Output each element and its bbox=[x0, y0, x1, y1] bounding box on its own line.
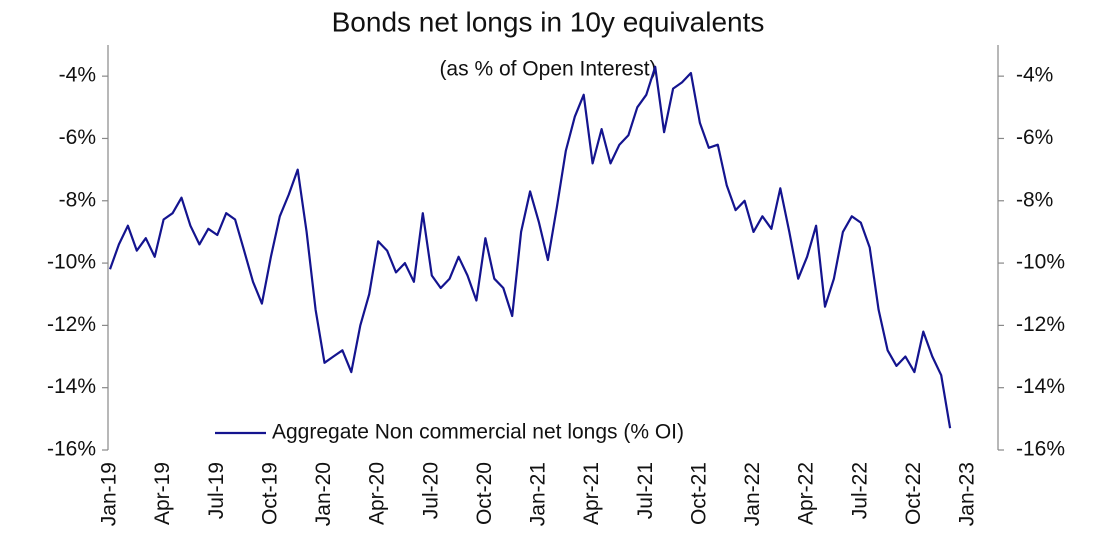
chart-subtitle: (as % of Open Interest) bbox=[439, 58, 656, 81]
x-tick-label: Apr-22 bbox=[795, 462, 818, 525]
x-tick-label: Apr-19 bbox=[151, 462, 174, 525]
x-tick-label: Jul-19 bbox=[205, 462, 228, 519]
y2-tick-label: -14% bbox=[1016, 375, 1065, 398]
y2-tick-label: -10% bbox=[1016, 251, 1065, 274]
x-tick-label: Jan-22 bbox=[741, 462, 764, 526]
y-tick-label: -10% bbox=[47, 251, 96, 274]
x-tick-label: Oct-19 bbox=[258, 462, 281, 525]
y-tick-label: -6% bbox=[59, 126, 96, 149]
legend-label: Aggregate Non commercial net longs (% OI… bbox=[272, 421, 684, 444]
x-tick-label: Jan-23 bbox=[956, 462, 979, 526]
y2-tick-label: -4% bbox=[1016, 64, 1053, 87]
y-tick-label: -16% bbox=[47, 438, 96, 461]
y-tick-label: -4% bbox=[59, 64, 96, 87]
y-tick-label: -8% bbox=[59, 188, 96, 211]
y2-tick-label: -16% bbox=[1016, 438, 1065, 461]
x-tick-label: Jul-20 bbox=[419, 462, 442, 519]
y2-tick-label: -12% bbox=[1016, 313, 1065, 336]
x-tick-label: Jul-21 bbox=[634, 462, 657, 519]
x-tick-label: Oct-22 bbox=[902, 462, 925, 525]
y2-tick-label: -6% bbox=[1016, 126, 1053, 149]
x-tick-label: Apr-21 bbox=[580, 462, 603, 525]
chart-title: Bonds net longs in 10y equivalents bbox=[332, 6, 765, 37]
y-tick-label: -12% bbox=[47, 313, 96, 336]
x-tick-label: Apr-20 bbox=[366, 462, 389, 525]
y2-tick-label: -8% bbox=[1016, 188, 1053, 211]
series-line bbox=[108, 65, 952, 429]
x-tick-label: Jan-20 bbox=[312, 462, 335, 526]
y-tick-label: -14% bbox=[47, 375, 96, 398]
x-tick-label: Jul-22 bbox=[848, 462, 871, 519]
x-tick-label: Oct-20 bbox=[473, 462, 496, 525]
x-tick-label: Jan-19 bbox=[98, 462, 121, 526]
x-tick-label: Oct-21 bbox=[687, 462, 710, 525]
x-tick-label: Jan-21 bbox=[527, 462, 550, 526]
